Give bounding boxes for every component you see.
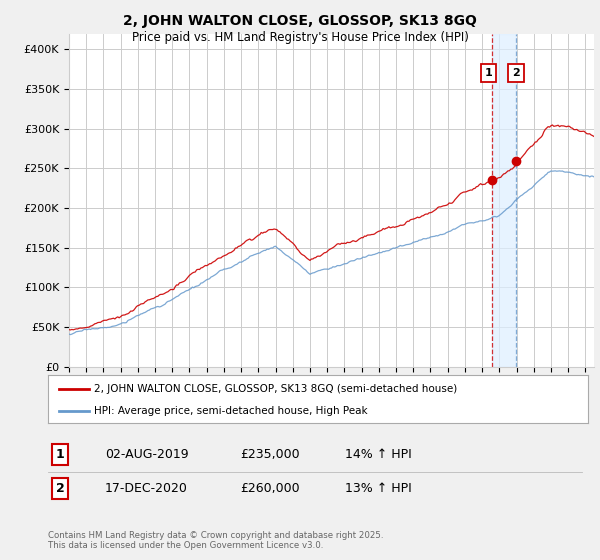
Text: 13% ↑ HPI: 13% ↑ HPI	[345, 482, 412, 495]
Text: Contains HM Land Registry data © Crown copyright and database right 2025.
This d: Contains HM Land Registry data © Crown c…	[48, 530, 383, 550]
Text: 14% ↑ HPI: 14% ↑ HPI	[345, 448, 412, 461]
Text: 1: 1	[56, 448, 64, 461]
Text: 2, JOHN WALTON CLOSE, GLOSSOP, SK13 8GQ: 2, JOHN WALTON CLOSE, GLOSSOP, SK13 8GQ	[123, 14, 477, 28]
Text: 2: 2	[512, 68, 520, 78]
Text: 17-DEC-2020: 17-DEC-2020	[105, 482, 188, 495]
Text: Price paid vs. HM Land Registry's House Price Index (HPI): Price paid vs. HM Land Registry's House …	[131, 31, 469, 44]
Text: 02-AUG-2019: 02-AUG-2019	[105, 448, 188, 461]
Text: 2: 2	[56, 482, 64, 495]
Text: HPI: Average price, semi-detached house, High Peak: HPI: Average price, semi-detached house,…	[94, 406, 368, 416]
Text: 1: 1	[485, 68, 493, 78]
Text: £260,000: £260,000	[240, 482, 299, 495]
Text: 2, JOHN WALTON CLOSE, GLOSSOP, SK13 8GQ (semi-detached house): 2, JOHN WALTON CLOSE, GLOSSOP, SK13 8GQ …	[94, 384, 457, 394]
Bar	[492, 34, 516, 367]
Text: £235,000: £235,000	[240, 448, 299, 461]
